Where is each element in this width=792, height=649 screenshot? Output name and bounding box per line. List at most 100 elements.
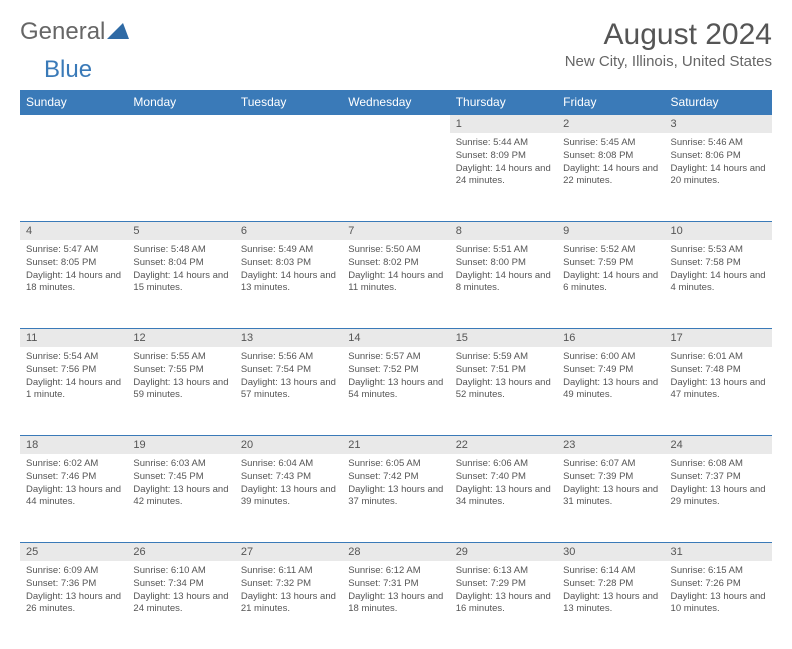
day-cell: Sunrise: 5:46 AMSunset: 8:06 PMDaylight:… xyxy=(665,133,772,190)
day-number xyxy=(127,114,234,133)
day-number: 29 xyxy=(450,542,557,561)
sunset-text: Sunset: 7:49 PM xyxy=(563,364,658,377)
daylight-text: Daylight: 13 hours and 13 minutes. xyxy=(563,591,658,617)
sunrise-text: Sunrise: 5:44 AM xyxy=(456,137,551,150)
day-cell: Sunrise: 5:57 AMSunset: 7:52 PMDaylight:… xyxy=(342,347,449,404)
sunrise-text: Sunrise: 6:06 AM xyxy=(456,458,551,471)
sunrise-text: Sunrise: 5:46 AM xyxy=(671,137,766,150)
sunrise-text: Sunrise: 5:45 AM xyxy=(563,137,658,150)
day-cell: Sunrise: 5:54 AMSunset: 7:56 PMDaylight:… xyxy=(20,347,127,404)
daylight-text: Daylight: 13 hours and 34 minutes. xyxy=(456,484,551,510)
day-number: 22 xyxy=(450,435,557,454)
day-cell: Sunrise: 6:03 AMSunset: 7:45 PMDaylight:… xyxy=(127,454,234,511)
day-cell: Sunrise: 6:08 AMSunset: 7:37 PMDaylight:… xyxy=(665,454,772,511)
daylight-text: Daylight: 13 hours and 16 minutes. xyxy=(456,591,551,617)
sunrise-text: Sunrise: 5:50 AM xyxy=(348,244,443,257)
daylight-text: Daylight: 14 hours and 20 minutes. xyxy=(671,163,766,189)
sunset-text: Sunset: 7:43 PM xyxy=(241,471,336,484)
sunset-text: Sunset: 7:48 PM xyxy=(671,364,766,377)
day-number: 21 xyxy=(342,435,449,454)
sunrise-text: Sunrise: 5:55 AM xyxy=(133,351,228,364)
sunrise-text: Sunrise: 6:03 AM xyxy=(133,458,228,471)
day-number: 25 xyxy=(20,542,127,561)
sunset-text: Sunset: 7:54 PM xyxy=(241,364,336,377)
daylight-text: Daylight: 13 hours and 18 minutes. xyxy=(348,591,443,617)
sunset-text: Sunset: 7:58 PM xyxy=(671,257,766,270)
day-number: 12 xyxy=(127,328,234,347)
sunset-text: Sunset: 7:59 PM xyxy=(563,257,658,270)
sunset-text: Sunset: 7:37 PM xyxy=(671,471,766,484)
day-number: 18 xyxy=(20,435,127,454)
sunrise-text: Sunrise: 6:07 AM xyxy=(563,458,658,471)
day-number: 14 xyxy=(342,328,449,347)
week-body-row: Sunrise: 5:47 AMSunset: 8:05 PMDaylight:… xyxy=(20,240,772,328)
daylight-text: Daylight: 13 hours and 26 minutes. xyxy=(26,591,121,617)
sunrise-text: Sunrise: 6:13 AM xyxy=(456,565,551,578)
sunset-text: Sunset: 8:05 PM xyxy=(26,257,121,270)
day-number: 26 xyxy=(127,542,234,561)
sunrise-text: Sunrise: 6:09 AM xyxy=(26,565,121,578)
day-number: 24 xyxy=(665,435,772,454)
daylight-text: Daylight: 14 hours and 6 minutes. xyxy=(563,270,658,296)
day-cell: Sunrise: 5:48 AMSunset: 8:04 PMDaylight:… xyxy=(127,240,234,297)
day-number: 11 xyxy=(20,328,127,347)
daylight-text: Daylight: 13 hours and 42 minutes. xyxy=(133,484,228,510)
sunrise-text: Sunrise: 6:14 AM xyxy=(563,565,658,578)
sunrise-text: Sunrise: 6:15 AM xyxy=(671,565,766,578)
week-number-row: 25262728293031 xyxy=(20,542,772,561)
logo-line2: Blue xyxy=(20,56,772,84)
daylight-text: Daylight: 13 hours and 52 minutes. xyxy=(456,377,551,403)
day-cell: Sunrise: 6:11 AMSunset: 7:32 PMDaylight:… xyxy=(235,561,342,618)
weekday-header: Thursday xyxy=(450,90,557,114)
day-cell: Sunrise: 6:12 AMSunset: 7:31 PMDaylight:… xyxy=(342,561,449,618)
daylight-text: Daylight: 13 hours and 47 minutes. xyxy=(671,377,766,403)
sunset-text: Sunset: 7:51 PM xyxy=(456,364,551,377)
sunset-text: Sunset: 8:02 PM xyxy=(348,257,443,270)
sunset-text: Sunset: 8:03 PM xyxy=(241,257,336,270)
day-cell: Sunrise: 5:44 AMSunset: 8:09 PMDaylight:… xyxy=(450,133,557,190)
calendar-table: SundayMondayTuesdayWednesdayThursdayFrid… xyxy=(20,90,772,649)
sunset-text: Sunset: 7:45 PM xyxy=(133,471,228,484)
sunrise-text: Sunrise: 6:10 AM xyxy=(133,565,228,578)
day-cell: Sunrise: 6:13 AMSunset: 7:29 PMDaylight:… xyxy=(450,561,557,618)
weekday-header: Sunday xyxy=(20,90,127,114)
day-cell: Sunrise: 5:59 AMSunset: 7:51 PMDaylight:… xyxy=(450,347,557,404)
day-number: 7 xyxy=(342,221,449,240)
day-cell: Sunrise: 5:47 AMSunset: 8:05 PMDaylight:… xyxy=(20,240,127,297)
day-number: 23 xyxy=(557,435,664,454)
daylight-text: Daylight: 13 hours and 24 minutes. xyxy=(133,591,228,617)
day-number: 10 xyxy=(665,221,772,240)
day-cell: Sunrise: 6:07 AMSunset: 7:39 PMDaylight:… xyxy=(557,454,664,511)
daylight-text: Daylight: 13 hours and 59 minutes. xyxy=(133,377,228,403)
sunset-text: Sunset: 7:55 PM xyxy=(133,364,228,377)
sunset-text: Sunset: 7:42 PM xyxy=(348,471,443,484)
day-cell: Sunrise: 5:56 AMSunset: 7:54 PMDaylight:… xyxy=(235,347,342,404)
day-number: 19 xyxy=(127,435,234,454)
sunset-text: Sunset: 7:29 PM xyxy=(456,578,551,591)
sunrise-text: Sunrise: 5:56 AM xyxy=(241,351,336,364)
sunrise-text: Sunrise: 6:05 AM xyxy=(348,458,443,471)
sunrise-text: Sunrise: 5:49 AM xyxy=(241,244,336,257)
day-number xyxy=(235,114,342,133)
calendar-body: 123Sunrise: 5:44 AMSunset: 8:09 PMDaylig… xyxy=(20,114,772,649)
day-cell: Sunrise: 6:05 AMSunset: 7:42 PMDaylight:… xyxy=(342,454,449,511)
sunrise-text: Sunrise: 5:57 AM xyxy=(348,351,443,364)
day-cell: Sunrise: 5:52 AMSunset: 7:59 PMDaylight:… xyxy=(557,240,664,297)
daylight-text: Daylight: 13 hours and 39 minutes. xyxy=(241,484,336,510)
weekday-header: Wednesday xyxy=(342,90,449,114)
daylight-text: Daylight: 13 hours and 29 minutes. xyxy=(671,484,766,510)
day-number: 27 xyxy=(235,542,342,561)
day-number: 28 xyxy=(342,542,449,561)
day-number: 20 xyxy=(235,435,342,454)
daylight-text: Daylight: 13 hours and 10 minutes. xyxy=(671,591,766,617)
daylight-text: Daylight: 14 hours and 22 minutes. xyxy=(563,163,658,189)
daylight-text: Daylight: 13 hours and 54 minutes. xyxy=(348,377,443,403)
day-cell: Sunrise: 6:04 AMSunset: 7:43 PMDaylight:… xyxy=(235,454,342,511)
sunset-text: Sunset: 7:52 PM xyxy=(348,364,443,377)
sunset-text: Sunset: 7:31 PM xyxy=(348,578,443,591)
sunrise-text: Sunrise: 5:59 AM xyxy=(456,351,551,364)
daylight-text: Daylight: 13 hours and 44 minutes. xyxy=(26,484,121,510)
week-body-row: Sunrise: 5:44 AMSunset: 8:09 PMDaylight:… xyxy=(20,133,772,221)
sunset-text: Sunset: 7:56 PM xyxy=(26,364,121,377)
daylight-text: Daylight: 13 hours and 31 minutes. xyxy=(563,484,658,510)
